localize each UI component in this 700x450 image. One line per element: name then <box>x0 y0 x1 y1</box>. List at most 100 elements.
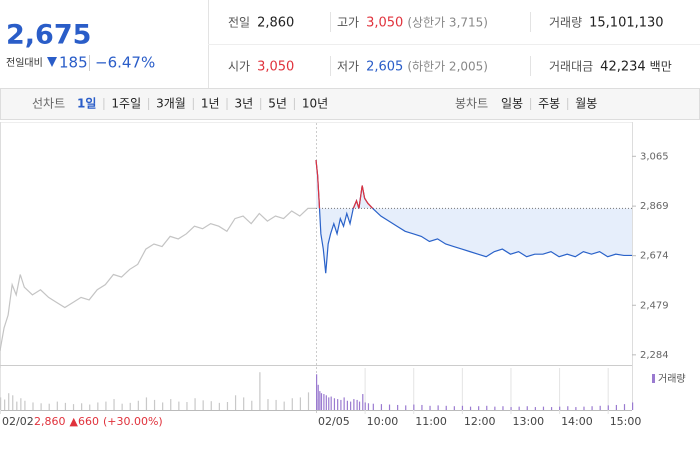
tab-caption: 봉차트 <box>455 97 488 111</box>
x-tick-label: 14:00 <box>561 415 593 428</box>
volume-bar <box>145 397 148 410</box>
tab-caption: 선차트 <box>32 97 65 111</box>
volume-bar <box>20 398 22 410</box>
stat-note: (상한가 3,715) <box>407 16 488 30</box>
volume-bar <box>362 394 364 410</box>
volume-bar <box>502 406 504 410</box>
volume-bar <box>153 399 156 410</box>
volume-bar <box>388 404 391 410</box>
volume-bar <box>291 398 293 410</box>
tab[interactable]: 3개월 <box>156 97 186 111</box>
volume-bar <box>267 399 269 410</box>
y-tick-label: 2,674 <box>640 251 669 262</box>
stat-note: (하한가 2,005) <box>407 60 488 74</box>
volume-bar <box>316 374 318 410</box>
tab[interactable]: 3년 <box>235 97 254 111</box>
volume-bar <box>325 395 327 410</box>
volume-bar <box>194 398 196 410</box>
volume-bar <box>8 393 10 410</box>
volume-bar <box>397 404 399 410</box>
volume-bar <box>0 397 2 410</box>
stat-value: 15,101,130 <box>589 16 663 31</box>
volume-bar <box>337 399 339 410</box>
volume-bar <box>599 405 601 410</box>
volume-bar <box>323 394 325 410</box>
volume-bar <box>178 401 180 410</box>
stat-value: 3,050 <box>366 16 403 31</box>
prev-note: ▲660 <box>70 415 99 428</box>
volume-bar <box>186 402 188 410</box>
tab[interactable]: 주봉 <box>538 97 560 111</box>
volume-bar <box>72 404 75 410</box>
volume-bar <box>24 400 26 410</box>
x-tick-label: 02/05 <box>318 415 350 428</box>
volume-bar <box>320 393 323 410</box>
tab[interactable]: 5년 <box>268 97 287 111</box>
volume-bar <box>358 401 361 410</box>
y-tick-label: 2,869 <box>640 201 669 212</box>
volume-bar <box>202 400 204 410</box>
volume-bar <box>333 398 336 410</box>
volume-bar <box>162 402 164 410</box>
volume-bar <box>559 406 561 410</box>
volume-bar <box>259 372 261 410</box>
volume-bar <box>170 399 172 410</box>
volume-bar <box>405 405 407 410</box>
volume-bar <box>137 400 139 410</box>
legend-swatch <box>652 374 655 383</box>
down-arrow <box>47 57 57 67</box>
tab-bar <box>0 88 700 120</box>
volume-bar <box>218 402 220 410</box>
tabs: 선차트 1일 1주일 3개월 1년 3년 5년 10년 봉차트 일봉 주봉 월봉 <box>32 97 597 111</box>
volume-bar <box>328 397 330 410</box>
stat-label: 거래대금 <box>549 60 593 74</box>
volume-bar <box>40 403 42 410</box>
volume-bar <box>607 405 609 410</box>
volume-bar <box>364 402 366 410</box>
volume-bar <box>469 406 472 410</box>
volume-bar <box>615 404 617 410</box>
volume-bar <box>413 404 415 410</box>
volume-bar <box>113 399 115 410</box>
stat-label: 저가 <box>337 60 359 74</box>
prev-note: 2,860 <box>34 415 66 428</box>
volume-bar <box>121 403 123 410</box>
tab[interactable]: 1년 <box>201 97 220 111</box>
tab[interactable]: 월봉 <box>575 97 597 111</box>
tab[interactable]: 1일 <box>77 97 96 111</box>
volume-bar <box>317 384 319 410</box>
change: 185 <box>59 54 88 72</box>
tab[interactable]: 10년 <box>302 97 328 111</box>
volume-bar <box>575 407 577 410</box>
tab[interactable]: 일봉 <box>501 97 523 111</box>
volume-bar <box>226 402 229 410</box>
volume-bar <box>343 397 345 410</box>
price-line <box>0 207 316 351</box>
volume-bar <box>494 406 496 410</box>
volume-bar <box>445 405 447 410</box>
tab[interactable]: 1주일 <box>111 97 141 111</box>
volume-bar <box>16 401 18 410</box>
x-tick-label: 15:00 <box>610 415 642 428</box>
volume-bar <box>542 406 545 410</box>
stat-value: 2,860 <box>257 16 294 31</box>
volume-bar <box>534 407 536 410</box>
stats: 전일 2,860 고가 3,050 (상한가 3,715) 거래량 15,101,130 시가… <box>228 16 672 75</box>
change-caption: 전일대비 <box>6 57 43 69</box>
x-tick-label: 13:00 <box>512 415 544 428</box>
stat-label: 전일 <box>228 16 250 30</box>
volume-bar <box>429 405 431 410</box>
volume-bar <box>64 402 67 410</box>
y-tick-label: 2,479 <box>640 300 669 311</box>
volume-bar <box>299 397 301 410</box>
x-tick-label: 10:00 <box>367 415 399 428</box>
x-tick-label: 11:00 <box>415 415 447 428</box>
volume-bar <box>421 404 423 410</box>
legend-label: 거래량 <box>658 373 686 385</box>
volume-bar <box>307 392 310 410</box>
volume-bar <box>97 402 99 410</box>
current-price: 2,675 <box>6 20 91 51</box>
volume-bar <box>350 401 352 410</box>
x-tick-label: 02/02 <box>2 415 34 428</box>
